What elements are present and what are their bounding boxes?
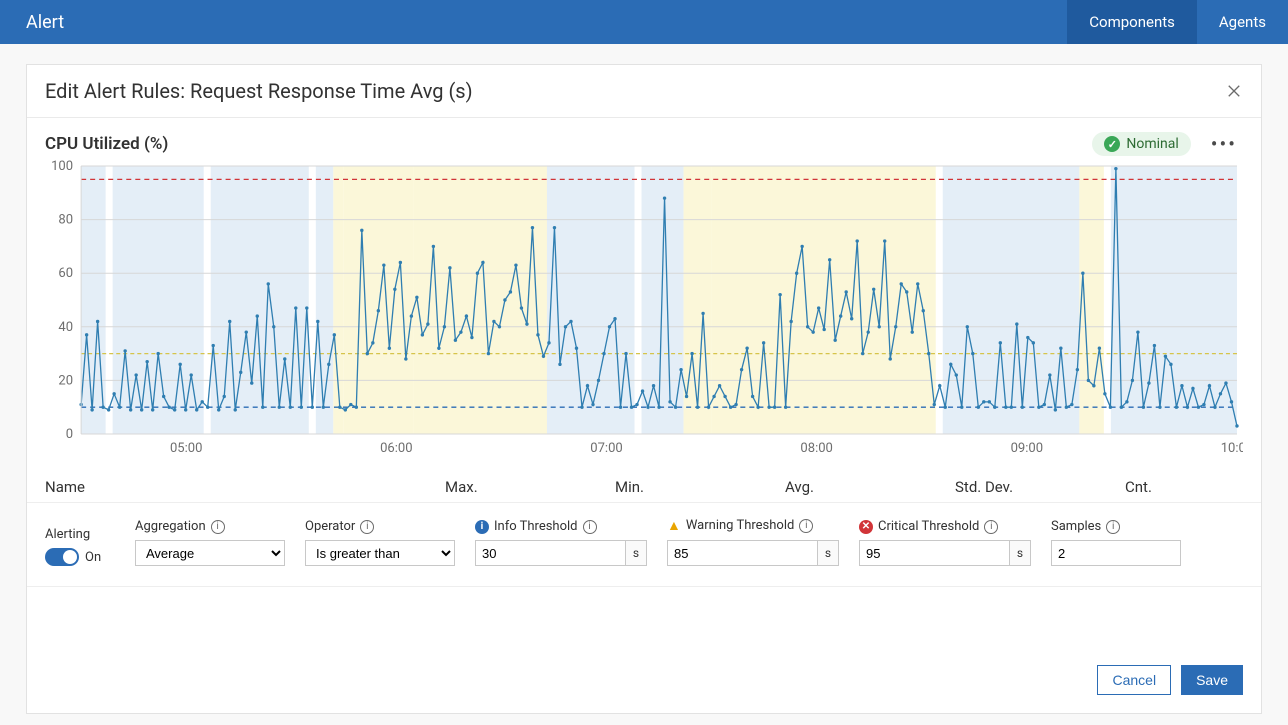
svg-text:09:00: 09:00 [1011,441,1043,456]
critical-threshold-input[interactable] [859,540,1009,566]
chart-title: CPU Utilized (%) [45,134,168,154]
close-icon[interactable] [1225,82,1243,100]
chart-section: CPU Utilized (%) ✓ Nominal ••• 0 20 40 60 80… [27,118,1261,470]
info-icon[interactable]: i [360,520,374,534]
info-icon[interactable]: i [984,520,998,534]
unit-label: s [625,540,647,566]
operator-select[interactable]: Is greater than [305,540,455,566]
unit-label: s [817,540,839,566]
alerting-state: On [85,550,101,565]
warning-threshold-input[interactable] [667,540,817,566]
alerting-toggle[interactable] [45,548,79,566]
panel-title: Edit Alert Rules: Request Response Time … [45,79,473,103]
save-button[interactable]: Save [1181,665,1243,695]
aggregation-select[interactable]: Average [135,540,285,566]
svg-text:40: 40 [58,320,73,335]
svg-text:60: 60 [58,266,73,281]
info-threshold-input[interactable] [475,540,625,566]
svg-text:0: 0 [66,427,73,442]
col-avg: Avg. [785,478,955,496]
warning-threshold-label: Warning Threshold [686,518,794,533]
info-threshold-label: Info Threshold [494,519,578,534]
critical-threshold-icon: ✕ [859,520,873,534]
svg-text:20: 20 [58,373,73,388]
edit-alert-panel: Edit Alert Rules: Request Response Time … [26,64,1262,714]
tab-components[interactable]: Components [1067,0,1197,44]
col-name: Name [45,478,445,496]
chart-canvas: 0 20 40 60 80 100 05:00 06:00 07:00 08:00 09:00 10:… [45,160,1243,460]
col-max: Max. [445,478,615,496]
topbar-title: Alert [26,12,1067,33]
stat-column-headers: Name Max. Min. Avg. Std. Dev. Cnt. [27,470,1261,503]
check-icon: ✓ [1104,136,1120,152]
operator-label: Operator [305,519,355,534]
topbar: Alert Components Agents [0,0,1288,44]
info-icon[interactable]: i [799,519,813,533]
svg-text:07:00: 07:00 [590,441,622,456]
panel-footer: Cancel Save [27,651,1261,713]
svg-text:80: 80 [58,213,73,228]
col-cnt: Cnt. [1125,478,1288,496]
col-min: Min. [615,478,785,496]
tab-agents[interactable]: Agents [1197,0,1288,44]
warning-threshold-icon: ▲ [667,517,681,534]
cancel-button[interactable]: Cancel [1097,665,1171,695]
panel-header: Edit Alert Rules: Request Response Time … [27,65,1261,118]
svg-text:08:00: 08:00 [800,441,832,456]
info-icon[interactable]: i [1106,520,1120,534]
svg-text:06:00: 06:00 [380,441,412,456]
alerting-label: Alerting [45,527,115,542]
info-icon[interactable]: i [211,520,225,534]
svg-text:10:00: 10:00 [1221,441,1243,456]
samples-label: Samples [1051,519,1101,534]
svg-text:05:00: 05:00 [170,441,202,456]
status-badge: ✓ Nominal [1092,132,1190,156]
status-label: Nominal [1126,136,1178,152]
col-std: Std. Dev. [955,478,1125,496]
svg-text:100: 100 [51,160,73,174]
unit-label: s [1009,540,1031,566]
topbar-tabs: Components Agents [1067,0,1288,44]
info-icon[interactable]: i [583,520,597,534]
critical-threshold-label: Critical Threshold [878,519,979,534]
alert-form-row: Alerting On Aggregation i Average Operat… [27,503,1261,587]
info-threshold-icon: i [475,520,489,534]
aggregation-label: Aggregation [135,519,206,534]
more-icon[interactable]: ••• [1205,132,1243,156]
samples-input[interactable] [1051,540,1181,566]
